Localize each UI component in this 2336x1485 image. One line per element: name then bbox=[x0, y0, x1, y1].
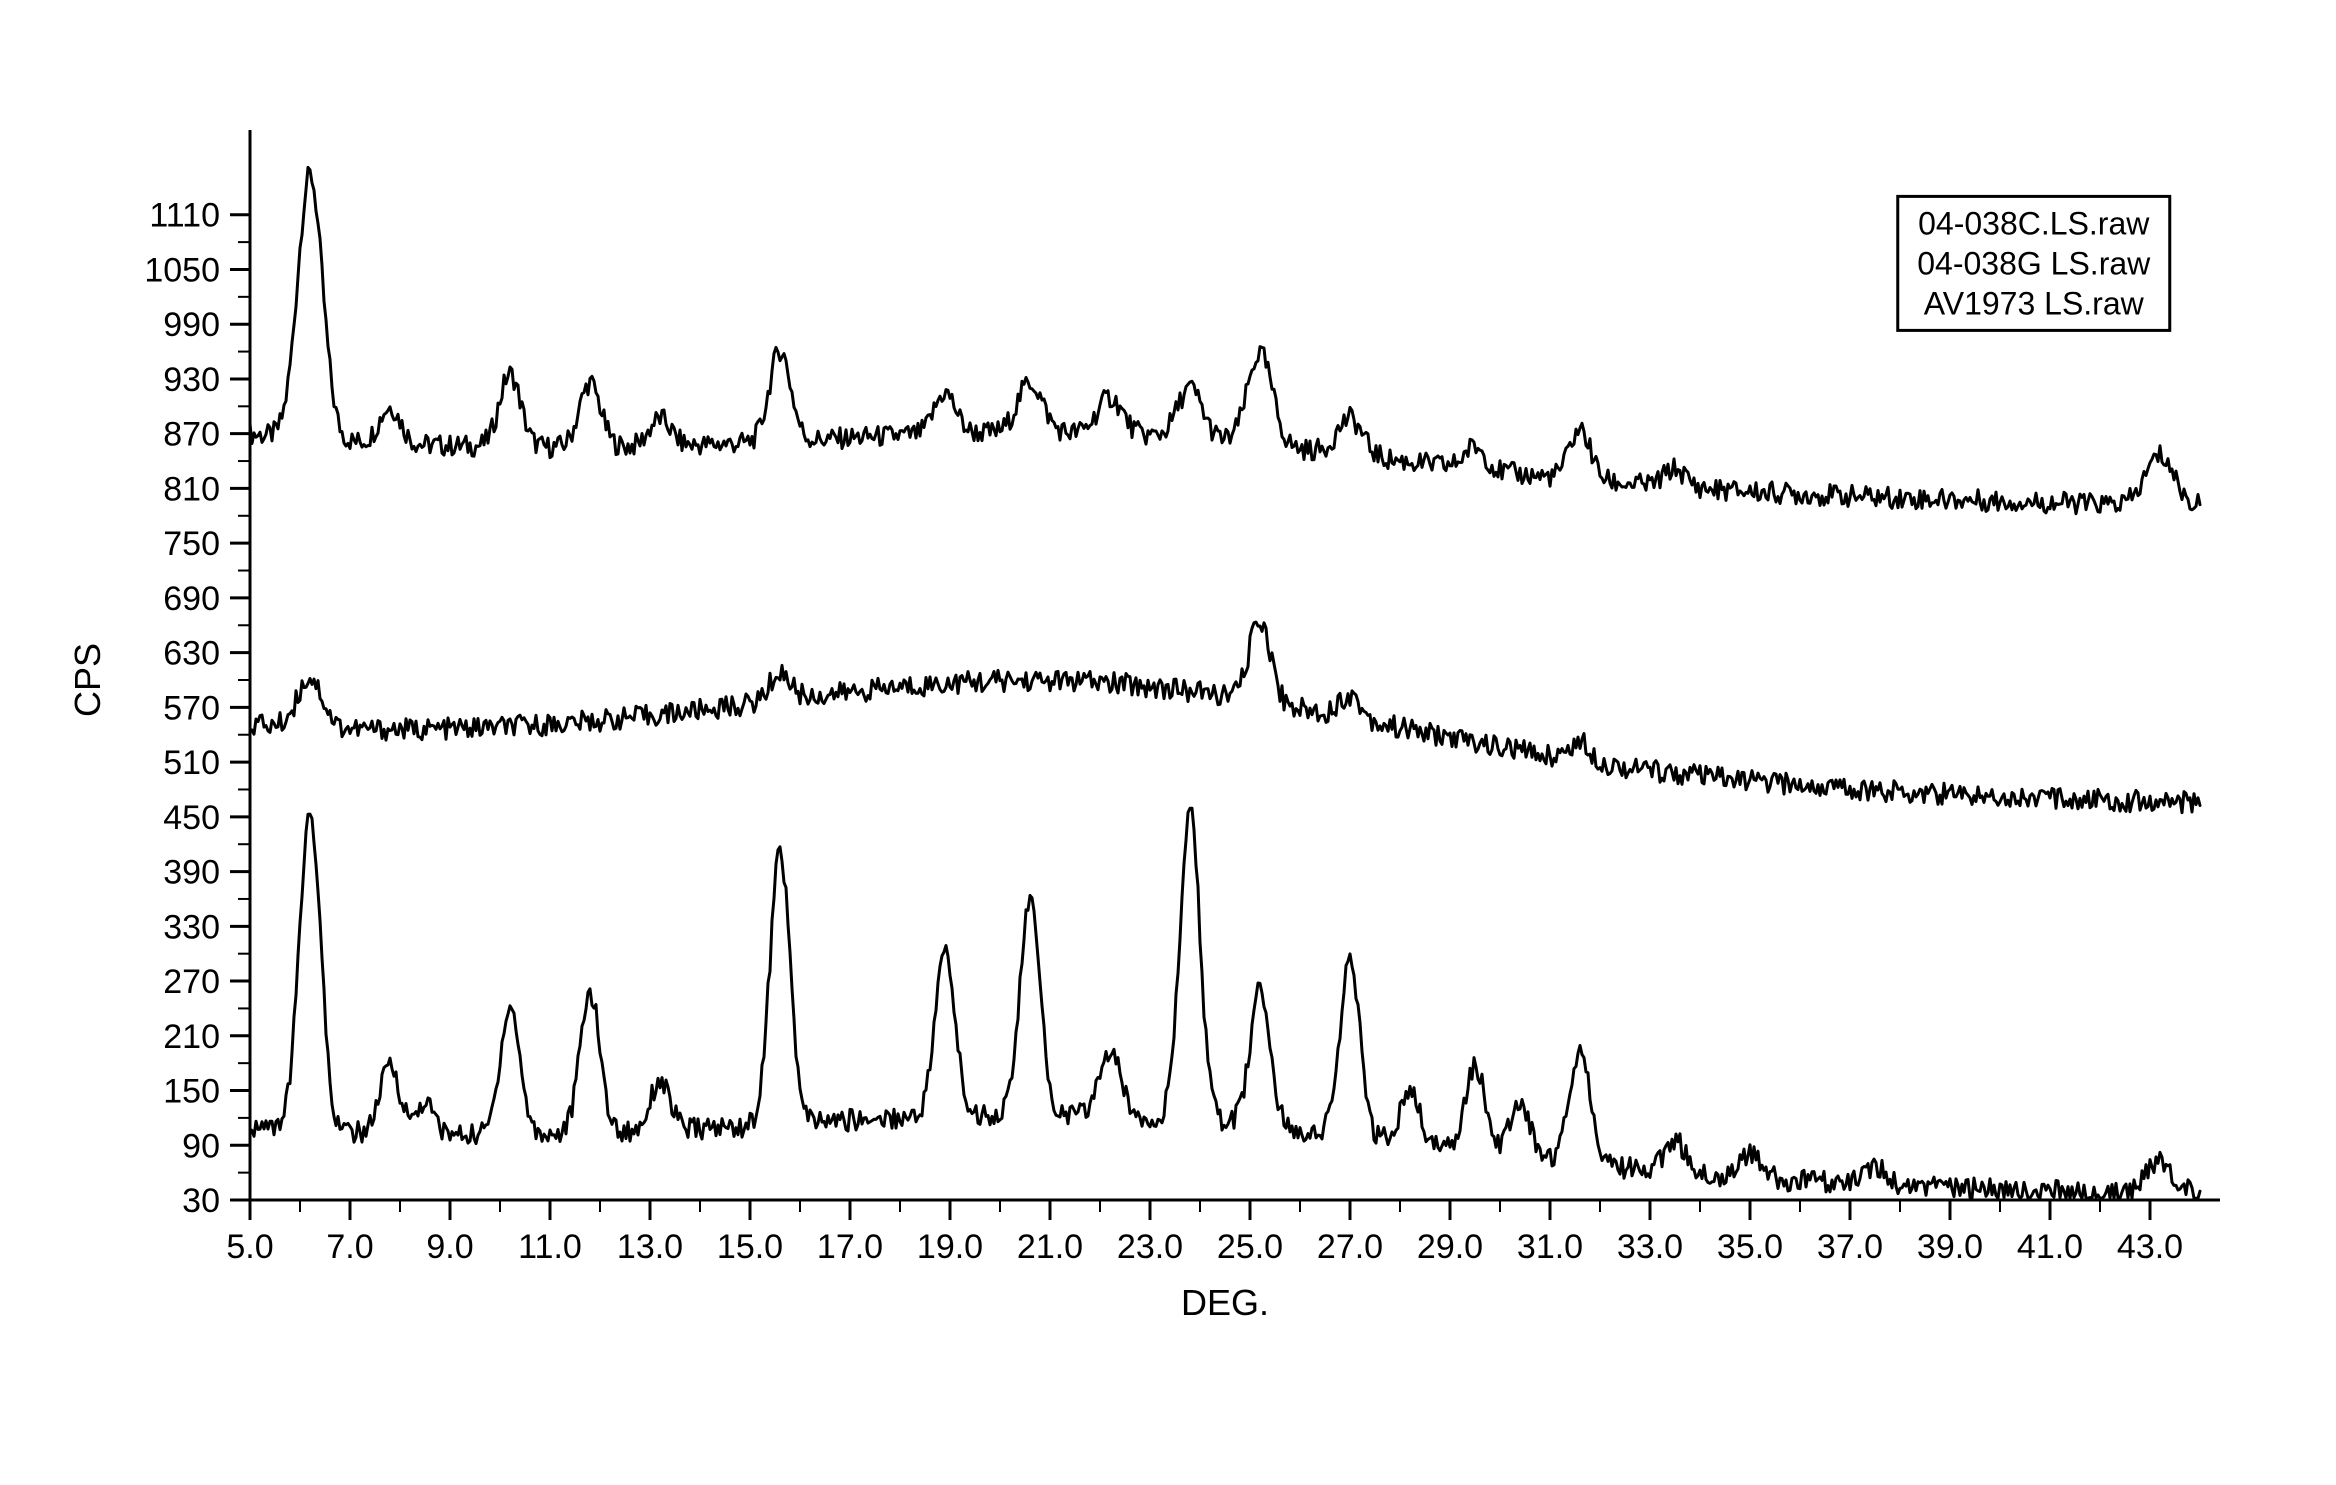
y-tick-label: 810 bbox=[163, 470, 220, 508]
y-tick-label: 570 bbox=[163, 689, 220, 727]
x-tick-label: 31.0 bbox=[1517, 1228, 1583, 1266]
x-tick-label: 15.0 bbox=[717, 1228, 783, 1266]
x-tick-label: 39.0 bbox=[1917, 1228, 1983, 1266]
trace-av1973-ls-raw bbox=[250, 808, 2200, 1198]
y-tick-label: 630 bbox=[163, 635, 220, 673]
x-tick-label: 43.0 bbox=[2117, 1228, 2183, 1266]
y-tick-label: 930 bbox=[163, 361, 220, 399]
y-tick-label: 1050 bbox=[144, 251, 220, 289]
x-tick-label: 7.0 bbox=[326, 1228, 373, 1266]
y-tick-label: 510 bbox=[163, 744, 220, 782]
y-tick-label: 330 bbox=[163, 908, 220, 946]
x-tick-label: 17.0 bbox=[817, 1228, 883, 1266]
xrd-diffractogram-chart: 30 90 150 210 270 330 390 450 510 570 630 690 750 810… bbox=[0, 0, 2336, 1485]
y-tick-label: 90 bbox=[182, 1127, 220, 1165]
y-tick-label: 1110 bbox=[149, 197, 220, 235]
y-axis-title: CPS bbox=[67, 643, 108, 717]
y-tick-label: 390 bbox=[163, 854, 220, 892]
x-tick-label: 41.0 bbox=[2017, 1228, 2083, 1266]
y-tick-label: 690 bbox=[163, 580, 220, 618]
chart-svg: 30 90 150 210 270 330 390 450 510 570 630 690 750 810… bbox=[0, 0, 2336, 1485]
x-tick-label: 21.0 bbox=[1017, 1228, 1083, 1266]
x-tick-label: 11.0 bbox=[518, 1228, 582, 1266]
x-tick-label: 33.0 bbox=[1617, 1228, 1683, 1266]
x-tick-label: 25.0 bbox=[1217, 1228, 1283, 1266]
legend-item: AV1973 LS.raw bbox=[1924, 285, 2145, 321]
x-tick-label: 29.0 bbox=[1417, 1228, 1483, 1266]
x-tick-label: 37.0 bbox=[1817, 1228, 1883, 1266]
x-tick-label: 27.0 bbox=[1317, 1228, 1383, 1266]
x-tick-label: 23.0 bbox=[1117, 1228, 1183, 1266]
y-tick-label: 750 bbox=[163, 525, 220, 563]
y-tick-label: 210 bbox=[163, 1018, 220, 1056]
x-tick-label: 13.0 bbox=[617, 1228, 683, 1266]
y-tick-label: 150 bbox=[163, 1073, 220, 1111]
trace-04-038c-ls-raw bbox=[250, 167, 2200, 513]
trace-04-038g-ls-raw bbox=[250, 622, 2200, 813]
x-axis-title: DEG. bbox=[1181, 1282, 1269, 1323]
y-tick-label: 450 bbox=[163, 799, 220, 837]
x-tick-label: 35.0 bbox=[1717, 1228, 1783, 1266]
legend-item: 04-038G LS.raw bbox=[1917, 245, 2151, 281]
y-tick-label: 30 bbox=[182, 1182, 220, 1220]
y-tick-label: 270 bbox=[163, 963, 220, 1001]
legend-item: 04-038C.LS.raw bbox=[1918, 205, 2150, 241]
y-tick-label: 870 bbox=[163, 416, 220, 454]
x-tick-label: 5.0 bbox=[226, 1228, 273, 1266]
x-tick-label: 19.0 bbox=[917, 1228, 983, 1266]
x-tick-label: 9.0 bbox=[426, 1228, 473, 1266]
y-tick-label: 990 bbox=[163, 306, 220, 344]
